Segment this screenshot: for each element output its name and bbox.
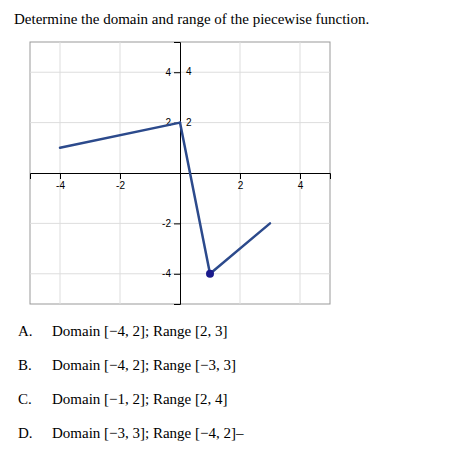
y-tick-mark bbox=[174, 72, 180, 73]
y-tick-mark bbox=[174, 274, 180, 275]
x-tick-label: 4 bbox=[298, 180, 304, 191]
x-tick-mark bbox=[300, 173, 301, 179]
answer-text: Domain [−4, 2]; Range [2, 3] bbox=[52, 323, 228, 339]
x-tick-mark bbox=[240, 173, 241, 179]
y-axis: -4-224 bbox=[162, 43, 180, 305]
x-tick: -4 bbox=[56, 173, 65, 191]
x-tick-label: -2 bbox=[116, 180, 125, 191]
answer-letter: D. bbox=[18, 425, 33, 441]
annotation: 2 bbox=[186, 117, 192, 128]
x-tick: 4 bbox=[298, 173, 304, 191]
line-segment bbox=[210, 223, 270, 273]
x-tick-mark bbox=[60, 173, 61, 179]
title: Determine the domain and range of the pi… bbox=[14, 11, 369, 27]
x-tick: 2 bbox=[238, 173, 244, 191]
answer-text: Domain [−3, 3]; Range [−4, 2]– bbox=[52, 425, 244, 441]
y-tick: -4 bbox=[162, 268, 180, 279]
line-segment bbox=[180, 123, 210, 274]
answer-letter: C. bbox=[18, 391, 32, 407]
y-tick: 4 bbox=[165, 67, 180, 78]
y-tick-label: 4 bbox=[165, 67, 171, 78]
answer-text: Domain [−1, 2]; Range [2, 4] bbox=[52, 391, 228, 407]
answer-text: Domain [−4, 2]; Range [−3, 3] bbox=[52, 357, 236, 373]
grid bbox=[30, 42, 330, 304]
y-tick-label: -2 bbox=[162, 218, 171, 229]
answer-letter: B. bbox=[18, 357, 32, 373]
y-tick: -2 bbox=[162, 218, 180, 229]
x-tick-mark bbox=[120, 173, 121, 179]
x-tick: -2 bbox=[116, 173, 125, 191]
chart: Determine the domain and range of the pi… bbox=[0, 0, 474, 466]
annotation: 4 bbox=[186, 66, 192, 77]
y-tick-label: -4 bbox=[162, 268, 171, 279]
plot-frame bbox=[30, 42, 330, 304]
y-axis-line bbox=[174, 43, 181, 305]
point-circle bbox=[206, 270, 214, 278]
line-segment bbox=[60, 123, 180, 148]
y-tick-mark bbox=[174, 223, 180, 224]
answer-letter: A. bbox=[18, 323, 33, 339]
marks bbox=[60, 123, 270, 278]
x-tick-label: -4 bbox=[56, 180, 65, 191]
x-tick-label: 2 bbox=[238, 180, 244, 191]
